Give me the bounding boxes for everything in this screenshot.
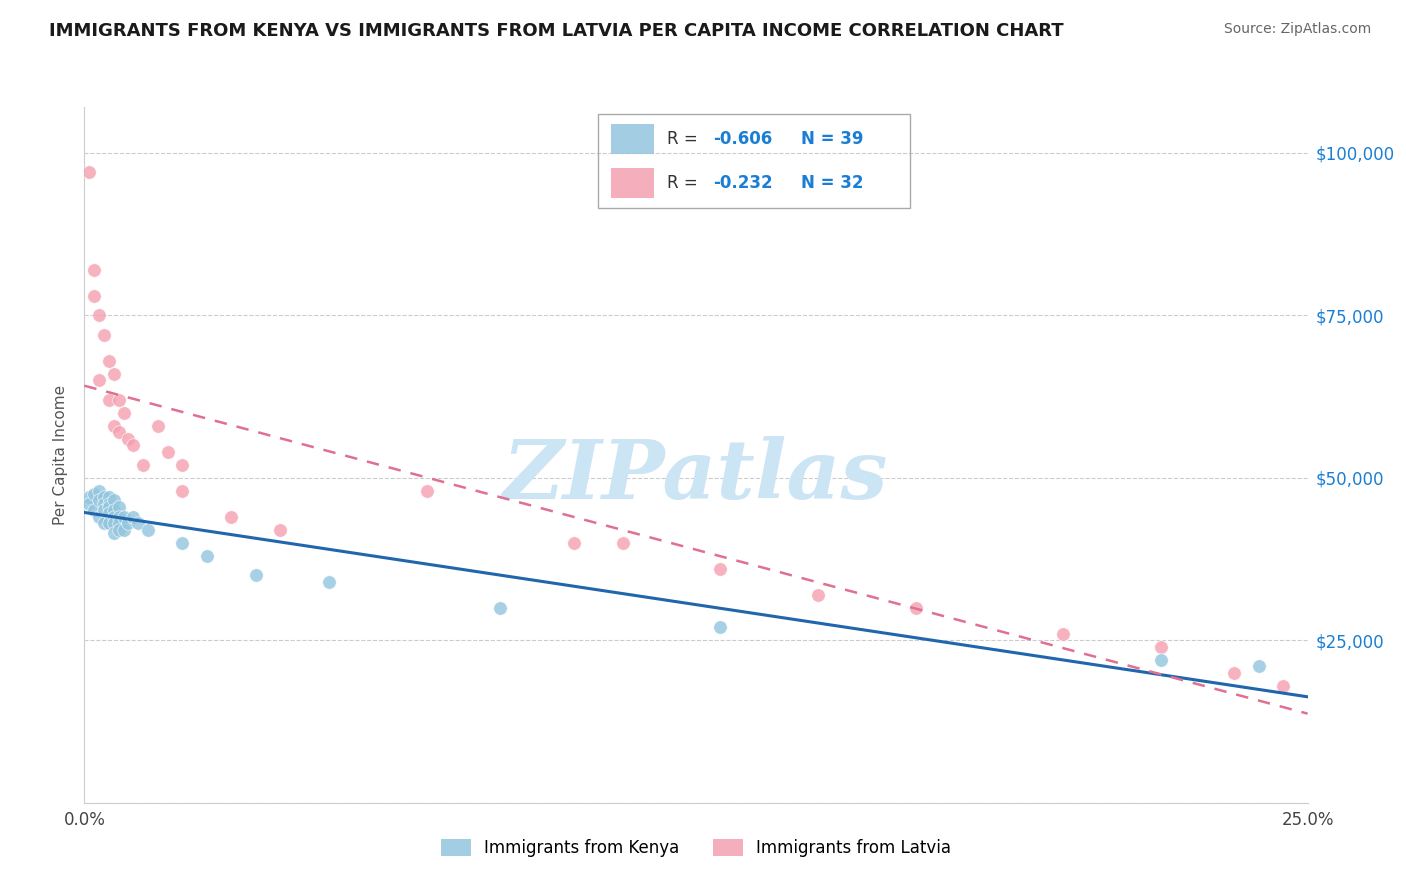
Point — [87, 493, 110, 508]
Text: Source: ZipAtlas.com: Source: ZipAtlas.com — [1223, 22, 1371, 37]
Point — [117, 516, 139, 531]
Point — [1272, 679, 1295, 693]
Point — [107, 392, 129, 407]
Point — [562, 535, 585, 549]
Point — [416, 483, 439, 498]
Point — [112, 509, 135, 524]
Point — [136, 523, 159, 537]
Point — [1150, 640, 1173, 654]
Point — [107, 425, 129, 439]
Point — [245, 568, 267, 582]
Point — [77, 490, 100, 504]
Point — [1150, 653, 1173, 667]
Text: IMMIGRANTS FROM KENYA VS IMMIGRANTS FROM LATVIA PER CAPITA INCOME CORRELATION CH: IMMIGRANTS FROM KENYA VS IMMIGRANTS FROM… — [49, 22, 1064, 40]
Text: ZIPatlas: ZIPatlas — [503, 436, 889, 516]
Point — [97, 507, 120, 521]
Point — [107, 516, 129, 531]
Point — [146, 418, 169, 433]
Point — [107, 509, 129, 524]
Point — [905, 600, 928, 615]
Point — [709, 562, 731, 576]
Point — [156, 444, 179, 458]
Point — [97, 490, 120, 504]
Point — [103, 503, 125, 517]
Point — [103, 493, 125, 508]
Point — [195, 549, 218, 563]
Point — [97, 497, 120, 511]
Point — [103, 367, 125, 381]
Point — [103, 418, 125, 433]
Y-axis label: Per Capita Income: Per Capita Income — [53, 384, 69, 525]
Point — [122, 438, 145, 452]
Point — [97, 353, 120, 368]
Point — [1052, 626, 1074, 640]
Point — [117, 432, 139, 446]
Point — [97, 500, 120, 514]
Point — [93, 497, 115, 511]
Point — [83, 503, 105, 517]
Point — [1223, 665, 1246, 680]
Point — [1247, 659, 1270, 673]
Point — [87, 373, 110, 387]
Point — [93, 327, 115, 342]
Point — [172, 458, 194, 472]
Point — [107, 500, 129, 514]
Point — [103, 525, 125, 540]
Point — [77, 497, 100, 511]
Point — [97, 392, 120, 407]
Point — [127, 516, 149, 531]
Legend: Immigrants from Kenya, Immigrants from Latvia: Immigrants from Kenya, Immigrants from L… — [434, 832, 957, 864]
Point — [83, 487, 105, 501]
Point — [93, 516, 115, 531]
Point — [219, 509, 242, 524]
Point — [87, 308, 110, 322]
Point — [489, 600, 512, 615]
Point — [318, 574, 340, 589]
Point — [83, 262, 105, 277]
Point — [709, 620, 731, 634]
Point — [132, 458, 155, 472]
Point — [97, 516, 120, 531]
Point — [172, 535, 194, 549]
Point — [807, 588, 830, 602]
Point — [87, 509, 110, 524]
Point — [122, 509, 145, 524]
Point — [172, 483, 194, 498]
Point — [77, 165, 100, 179]
Point — [112, 406, 135, 420]
Point — [83, 288, 105, 302]
Point — [107, 523, 129, 537]
Point — [112, 523, 135, 537]
Point — [103, 509, 125, 524]
Point — [93, 490, 115, 504]
Point — [103, 516, 125, 531]
Point — [612, 535, 634, 549]
Point — [87, 483, 110, 498]
Point — [269, 523, 291, 537]
Point — [93, 503, 115, 517]
